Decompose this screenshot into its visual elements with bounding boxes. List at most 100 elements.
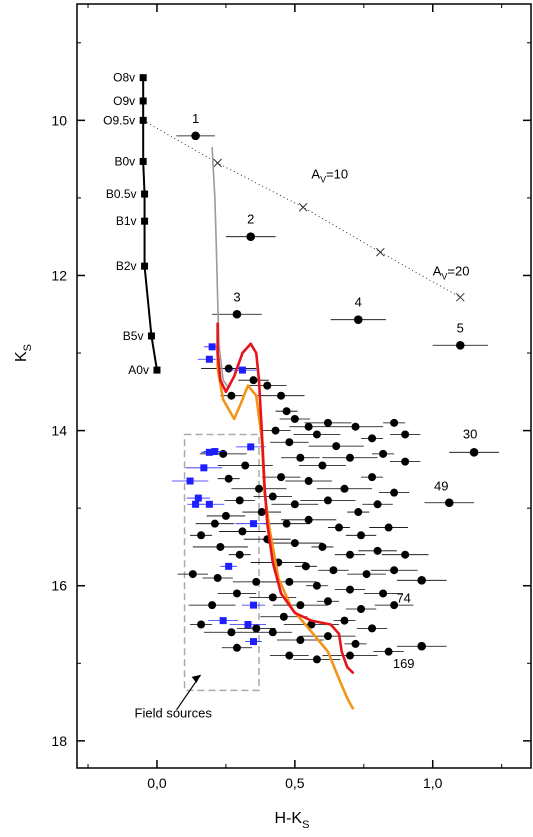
star-point bbox=[268, 593, 277, 602]
x-axis-title: H-KS bbox=[275, 810, 310, 831]
star-point bbox=[304, 422, 313, 431]
field-star-point bbox=[200, 464, 208, 472]
star-point bbox=[255, 484, 263, 493]
main-sequence-label: A0v bbox=[128, 363, 149, 377]
field-star-point bbox=[211, 448, 219, 456]
star-point bbox=[232, 589, 241, 598]
star-point bbox=[312, 655, 321, 664]
y-axis-title: KS bbox=[13, 344, 34, 362]
field-star-point bbox=[247, 443, 255, 451]
extinction-a: A bbox=[433, 263, 442, 278]
star-point bbox=[390, 418, 399, 427]
isochrone-layer bbox=[211, 146, 355, 710]
star-point bbox=[351, 639, 360, 648]
star-point bbox=[290, 539, 299, 548]
main-sequence-label: O8v bbox=[113, 71, 135, 85]
star-point bbox=[307, 620, 316, 629]
annotation-layer: Field sources 1 2 3 4 5 30 49 74 169 bbox=[135, 111, 478, 721]
star-point bbox=[384, 647, 393, 656]
y-tick-label: 14 bbox=[51, 423, 67, 439]
star-point bbox=[346, 550, 354, 559]
labeled-star-point bbox=[246, 232, 256, 241]
extinction-label: AV=20 bbox=[433, 263, 470, 281]
extinction-sub: V bbox=[320, 175, 326, 185]
star-point bbox=[210, 519, 219, 528]
field-star-point bbox=[249, 601, 257, 609]
labeled-star-point bbox=[444, 498, 454, 508]
star-point bbox=[285, 438, 294, 447]
isochrone-gray bbox=[211, 146, 235, 389]
star-point bbox=[362, 570, 371, 579]
star-point bbox=[271, 426, 280, 435]
star-point bbox=[368, 624, 377, 633]
labeled-star-point bbox=[191, 131, 200, 141]
star-point bbox=[252, 577, 261, 586]
star-point bbox=[285, 651, 294, 660]
labeled-star-point bbox=[417, 641, 426, 651]
star-point bbox=[357, 531, 366, 540]
y-tick-label: 12 bbox=[51, 267, 67, 283]
star-point bbox=[282, 519, 291, 528]
field-star-point bbox=[249, 638, 257, 646]
star-number-label: 49 bbox=[434, 479, 448, 494]
extinction-label: AV=10 bbox=[311, 167, 348, 185]
field-sources-box bbox=[183, 433, 260, 692]
star-number-label: 169 bbox=[393, 656, 415, 671]
main-sequence-label: O9v bbox=[113, 94, 135, 108]
star-point bbox=[368, 434, 377, 443]
main-sequence-label: B5v bbox=[123, 329, 144, 343]
star-point bbox=[268, 628, 277, 637]
star-point bbox=[351, 422, 360, 431]
star-number-label: 5 bbox=[457, 320, 464, 335]
star-point bbox=[216, 542, 225, 551]
reddening-cross-marker bbox=[213, 158, 222, 168]
extinction-a: A bbox=[311, 167, 320, 182]
star-point bbox=[318, 461, 327, 470]
main-sequence-label: B1v bbox=[116, 214, 137, 228]
y-tick-label: 16 bbox=[51, 578, 67, 594]
star-point bbox=[227, 391, 236, 400]
field-star-point bbox=[205, 448, 213, 456]
star-point bbox=[329, 566, 338, 575]
star-point bbox=[285, 577, 294, 586]
extinction-value: =10 bbox=[326, 167, 348, 182]
star-number-label: 1 bbox=[192, 111, 199, 126]
field-sources-label: Field sources bbox=[135, 706, 213, 721]
field-sources-arrow-head bbox=[191, 674, 201, 683]
main-sequence-marker bbox=[141, 217, 149, 225]
field-star-point bbox=[194, 494, 202, 502]
star-point bbox=[277, 391, 286, 400]
labeled-star-point bbox=[469, 448, 479, 457]
field-star-point bbox=[219, 617, 227, 625]
star-point bbox=[304, 477, 313, 486]
star-point bbox=[323, 632, 332, 641]
star-point bbox=[346, 651, 354, 660]
x-tick-label: 0,5 bbox=[285, 775, 305, 791]
star-point bbox=[318, 542, 327, 551]
star-point bbox=[227, 628, 236, 637]
star-point bbox=[197, 620, 206, 629]
star-point bbox=[346, 453, 354, 462]
star-point bbox=[401, 457, 410, 466]
field-star-point bbox=[208, 343, 216, 351]
star-number-label: 2 bbox=[247, 212, 254, 227]
star-point bbox=[249, 376, 258, 385]
main-sequence-marker bbox=[153, 366, 161, 374]
star-point bbox=[373, 500, 382, 509]
field-star-point bbox=[186, 477, 194, 485]
star-point bbox=[379, 449, 388, 458]
star-point bbox=[257, 508, 266, 517]
field-star-point bbox=[244, 621, 252, 629]
star-point bbox=[290, 500, 299, 509]
field-star-point bbox=[238, 366, 246, 374]
labeled-star-point bbox=[232, 309, 242, 319]
star-points-layer bbox=[171, 131, 499, 664]
star-point bbox=[188, 570, 197, 579]
main-sequence-layer: O8v O9v O9.5v B0v B0.5v B1v B2v B5v A0v bbox=[103, 71, 161, 377]
star-point bbox=[252, 624, 261, 633]
labeled-star-point bbox=[353, 315, 363, 324]
star-point bbox=[332, 442, 341, 451]
star-point bbox=[390, 566, 399, 575]
reddening-cross-marker bbox=[455, 292, 465, 302]
